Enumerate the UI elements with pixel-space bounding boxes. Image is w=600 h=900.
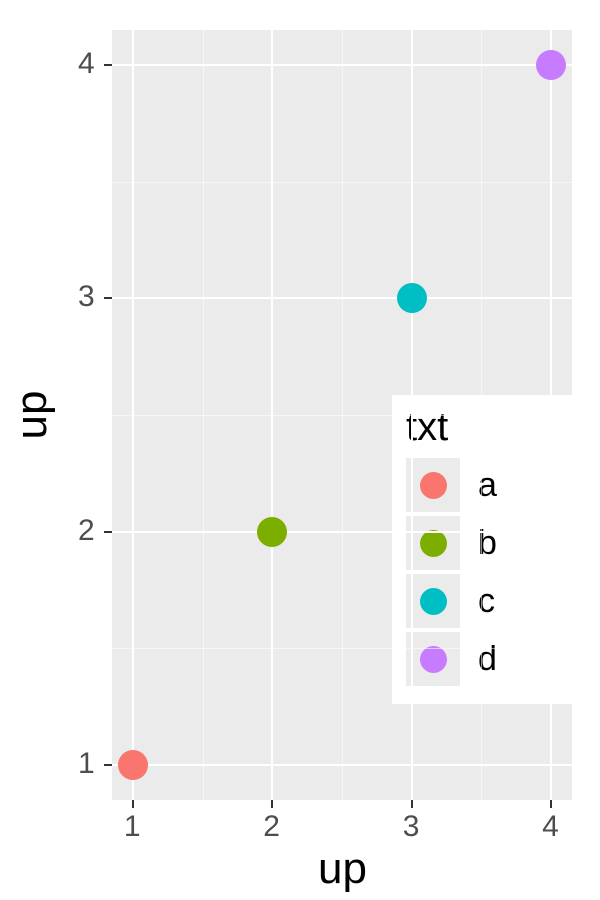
x-tick-label: 4 (542, 810, 559, 844)
legend-dot-icon (420, 588, 447, 615)
data-point (257, 517, 287, 547)
x-tick-label: 3 (403, 810, 420, 844)
gridline-v-minor (203, 30, 204, 800)
gridline-v (411, 30, 413, 800)
x-tick-mark (132, 800, 134, 808)
gridline-v (132, 30, 134, 800)
y-tick-mark (104, 297, 112, 299)
legend-key (406, 574, 460, 628)
y-tick-mark (104, 64, 112, 66)
x-tick-mark (411, 800, 413, 808)
legend-key (406, 516, 460, 570)
scatter-chart: up up txt abcd 12341234 (0, 0, 600, 900)
legend-dot-icon (420, 646, 447, 673)
y-tick-mark (104, 764, 112, 766)
data-point (118, 750, 148, 780)
gridline-v-minor (342, 30, 343, 800)
legend-dot-icon (420, 530, 447, 557)
legend-key (406, 632, 460, 686)
gridline-v-minor (481, 30, 482, 800)
y-axis-title: up (7, 391, 57, 440)
x-tick-mark (271, 800, 273, 808)
data-point (536, 50, 566, 80)
y-tick-label: 3 (78, 280, 95, 314)
x-tick-label: 2 (263, 810, 280, 844)
legend-dot-icon (420, 472, 447, 499)
y-tick-label: 4 (78, 47, 95, 81)
y-tick-label: 2 (78, 514, 95, 548)
y-tick-label: 1 (78, 747, 95, 781)
data-point (397, 283, 427, 313)
x-tick-mark (550, 800, 552, 808)
y-tick-mark (104, 531, 112, 533)
gridline-v (271, 30, 273, 800)
legend-key (406, 458, 460, 512)
x-tick-label: 1 (124, 810, 141, 844)
x-axis-title: up (318, 844, 367, 894)
gridline-v (550, 30, 552, 800)
